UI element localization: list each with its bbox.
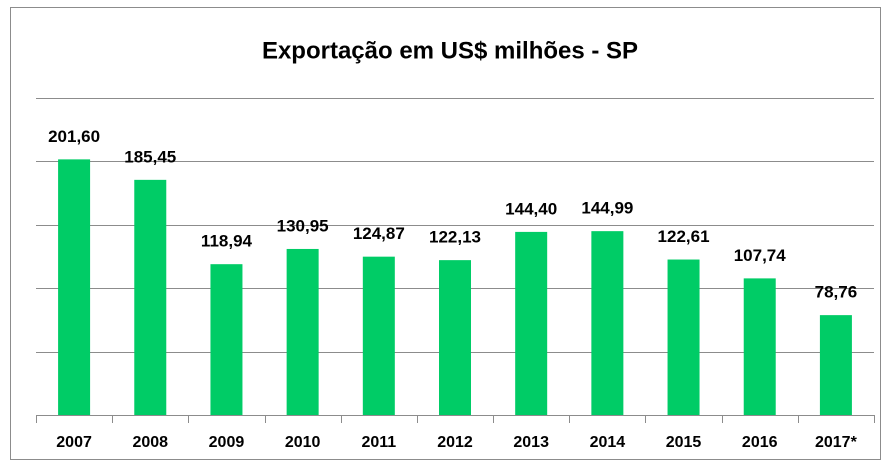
- x-tick-label: 2010: [285, 434, 321, 451]
- x-tick-label: 2017*: [815, 434, 858, 451]
- bar: [591, 231, 624, 415]
- x-tick-label: 2015: [666, 434, 702, 451]
- bar: [819, 315, 852, 415]
- chart-title: Exportação em US$ milhões - SP: [262, 37, 638, 64]
- bar: [362, 256, 395, 415]
- bar: [286, 248, 319, 415]
- value-label: 107,74: [734, 246, 787, 265]
- bar: [58, 159, 91, 415]
- x-tick-label: 2008: [132, 434, 168, 451]
- value-label: 124,87: [353, 224, 405, 243]
- bar: [667, 259, 700, 415]
- value-label: 122,61: [658, 227, 710, 246]
- value-label: 185,45: [124, 147, 176, 166]
- x-tick-label: 2013: [513, 434, 549, 451]
- value-label: 78,76: [815, 283, 858, 302]
- x-tick-label: 2012: [437, 434, 473, 451]
- value-label: 130,95: [277, 216, 329, 235]
- value-label: 118,94: [201, 232, 253, 251]
- bar: [210, 264, 243, 415]
- bar: [515, 231, 548, 415]
- x-tick-label: 2014: [590, 434, 626, 451]
- x-tick-label: 2009: [209, 434, 245, 451]
- x-tick-label: 2011: [361, 434, 396, 451]
- value-label: 122,13: [429, 228, 481, 247]
- x-tick-label: 2007: [56, 434, 92, 451]
- x-tick-label: 2016: [742, 434, 778, 451]
- value-label: 201,60: [48, 127, 100, 146]
- bar: [134, 179, 167, 415]
- bar: [439, 260, 471, 415]
- value-label: 144,99: [581, 199, 633, 218]
- value-label: 144,40: [505, 199, 557, 218]
- bar: [743, 278, 776, 415]
